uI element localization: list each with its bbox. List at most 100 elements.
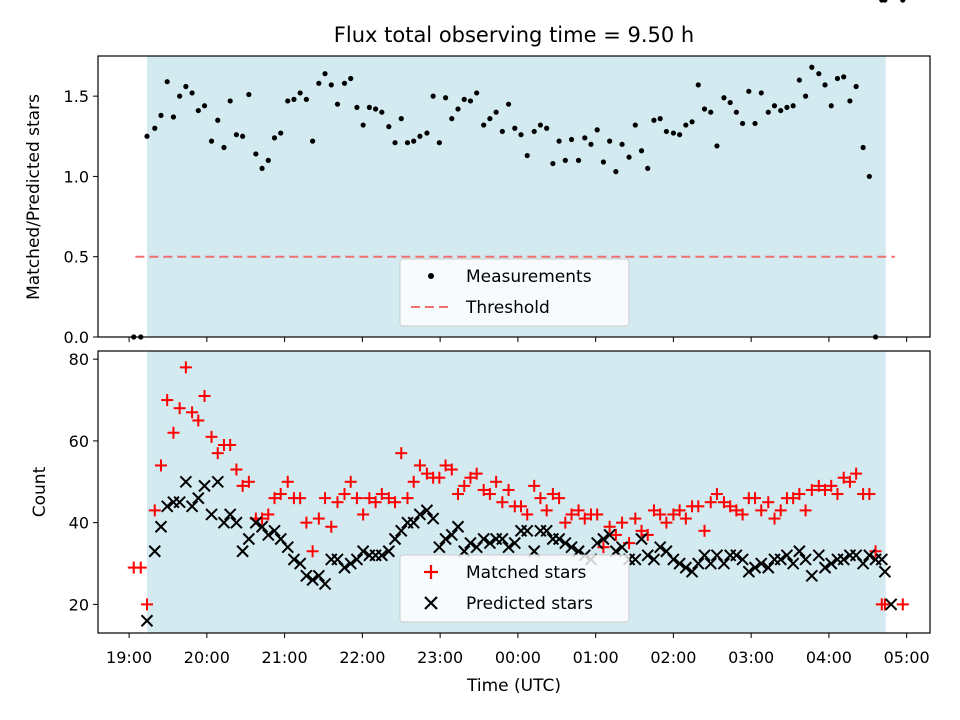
predicted-star-point [375, 549, 389, 562]
matched-star-point [186, 406, 199, 419]
predicted-star-point [856, 557, 870, 570]
predicted-star-point [717, 557, 731, 570]
matched-star-point [850, 467, 863, 480]
matched-star-point [736, 508, 749, 521]
predicted-star-point [356, 545, 370, 558]
predicted-star-point [521, 524, 534, 538]
measurement-point [354, 104, 360, 110]
predicted-star-point [679, 561, 693, 574]
measurement-point [195, 107, 201, 114]
measurement-point [158, 112, 164, 119]
matched-star-point [502, 483, 515, 496]
measurement-point [404, 140, 411, 146]
measurement-point [758, 90, 764, 96]
predicted-star-point [179, 475, 193, 488]
measurement-point [291, 96, 297, 102]
matched-star-point [236, 479, 249, 492]
matched-star-point [300, 516, 313, 529]
predicted-star-point [496, 532, 509, 546]
matched-star-point [698, 524, 711, 537]
predicted-star-point [223, 508, 237, 521]
predicted-star-point [185, 500, 199, 513]
predicted-star-point [255, 520, 269, 533]
measurement-point [246, 91, 252, 98]
measurement-point [537, 122, 544, 128]
predicted-star-point [318, 577, 332, 591]
y-tick-label: 60 [69, 432, 89, 451]
matched-star-point [413, 459, 426, 472]
matched-star-point [768, 512, 781, 525]
y-tick-label: 0.5 [64, 248, 89, 267]
matched-star-point [242, 475, 255, 488]
matched-star-point [369, 496, 382, 509]
measurement-point [670, 130, 677, 136]
predicted-star-point [433, 540, 446, 554]
measurement-point [366, 104, 372, 110]
matched-star-point [843, 475, 856, 488]
matched-star-point [673, 504, 686, 517]
measurement-point [430, 93, 436, 99]
measurement-point [683, 122, 689, 128]
measurement-point [626, 154, 632, 160]
measurement-point [771, 103, 778, 109]
predicted-star-point [236, 545, 249, 558]
matched-star-point [805, 483, 818, 496]
measurement-point [588, 141, 594, 147]
measurement-point [531, 128, 537, 135]
measurement-point [733, 109, 739, 115]
predicted-star-point [230, 516, 243, 529]
legend-marker-measurements [428, 273, 434, 279]
measurement-point [233, 132, 240, 138]
measurement-point [411, 138, 417, 144]
measurement-point [575, 157, 582, 163]
measurement-point [240, 133, 246, 139]
matched-star-points [127, 361, 909, 611]
matched-star-point [161, 394, 174, 407]
matched-star-point [224, 439, 237, 451]
measurement-point [360, 122, 366, 128]
matched-star-point [609, 528, 622, 541]
matched-star-point [325, 520, 338, 533]
measurement-point [607, 138, 613, 144]
measurement-point [512, 125, 518, 131]
matched-star-point [470, 467, 483, 480]
measurement-point [398, 116, 404, 122]
measurement-point [144, 133, 150, 139]
measurement-point [619, 141, 625, 147]
measurement-point [847, 98, 853, 104]
predicted-star-point [140, 614, 154, 627]
measurement-point [778, 107, 784, 114]
predicted-star-point [736, 553, 749, 566]
measurement-point [765, 109, 771, 115]
y-tick-label: 0.0 [64, 328, 89, 347]
x-tick-label: 21:00 [262, 648, 308, 667]
measurement-point [259, 165, 265, 171]
measurement-point [487, 116, 493, 122]
predicted-star-point [825, 557, 838, 570]
predicted-star-point [413, 508, 427, 521]
matched-star-point [521, 508, 534, 521]
matched-star-point [382, 492, 395, 505]
predicted-star-point [407, 516, 420, 529]
measurement-point [467, 98, 474, 104]
predicted-star-point [262, 528, 275, 542]
predicted-star-point [863, 549, 876, 562]
matched-star-point [667, 508, 680, 521]
measurement-point [900, 0, 906, 3]
predicted-star-point [818, 561, 832, 574]
matched-star-point [799, 504, 812, 517]
ratio-y-axis-label: Matched/Predicted stars [24, 94, 44, 300]
matched-star-point [198, 389, 211, 402]
predicted-star-point [242, 532, 256, 546]
measurement-points [131, 0, 906, 340]
measurement-point [386, 124, 392, 130]
matched-star-point [319, 492, 332, 505]
matched-star-point [825, 479, 838, 492]
predicted-star-point [805, 569, 819, 582]
predicted-star-point [552, 532, 566, 546]
matched-star-point [692, 500, 705, 513]
measurement-point [841, 74, 847, 80]
matched-star-point [616, 516, 629, 529]
x-tick-label: 00:00 [495, 648, 541, 667]
